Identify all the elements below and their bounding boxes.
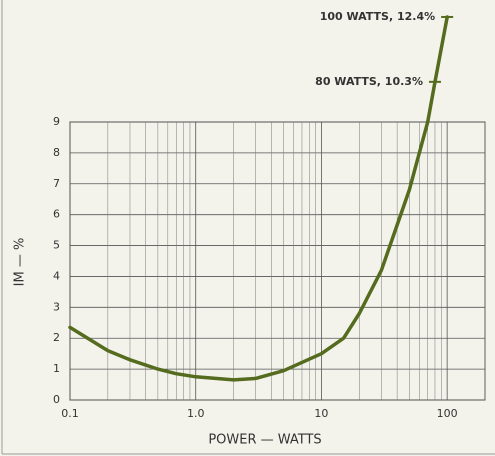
- annotation: 100 WATTS, 12.4%: [320, 10, 435, 23]
- y-tick-label: 0: [53, 393, 60, 406]
- y-tick-label: 8: [53, 146, 60, 159]
- plot-border: [69, 121, 486, 401]
- line: [68, 15, 449, 382]
- y-axis-label: IM — %: [13, 238, 28, 287]
- x-tick-label: 10: [314, 407, 328, 420]
- annotation: 80 WATTS, 10.3%: [315, 75, 423, 88]
- y-tick-label: 1: [53, 362, 60, 375]
- x-axis-label: POWER — WATTS: [208, 433, 321, 448]
- y-tick-label: 9: [53, 115, 60, 128]
- x-tick-label: 100: [437, 407, 458, 420]
- y-tick-label: 4: [53, 269, 60, 282]
- x-tick-label: 1.0: [187, 407, 205, 420]
- y-tick-label: 6: [53, 208, 60, 221]
- y-tick-label: 7: [53, 177, 60, 190]
- y-tick-label: 5: [53, 239, 60, 252]
- y-tick-label: 2: [53, 331, 60, 344]
- x-tick-label: 0.1: [61, 407, 79, 420]
- y-tick-label: 3: [53, 300, 60, 313]
